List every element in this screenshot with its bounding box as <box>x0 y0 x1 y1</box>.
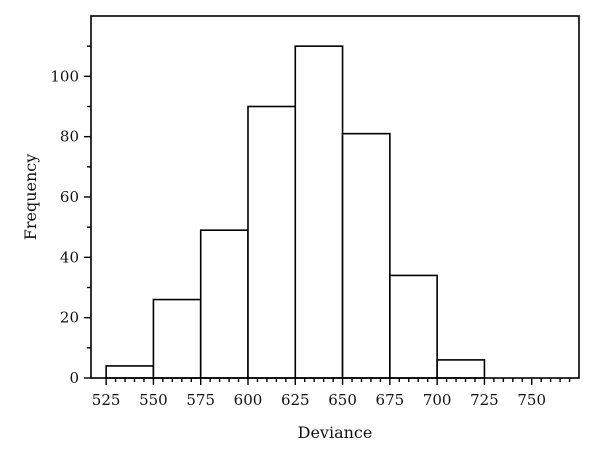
histogram-bar-6 <box>389 274 438 379</box>
histogram-bar-0 <box>105 365 155 379</box>
y-tick-labels: 0 20 40 60 80 100 <box>50 67 79 387</box>
y-axis-title: Frequency <box>21 154 40 241</box>
histogram-bar-4 <box>294 45 344 379</box>
y-tick-label-1: 20 <box>60 309 79 327</box>
histogram-bar-1 <box>152 298 202 379</box>
x-tick-label-5: 650 <box>328 391 357 409</box>
x-tick-label-0: 525 <box>92 391 121 409</box>
y-tick-label-0: 0 <box>69 369 79 387</box>
x-tick-label-4: 625 <box>281 391 310 409</box>
x-tick-label-7: 700 <box>423 391 452 409</box>
axis-ticks <box>84 45 571 385</box>
y-tick-label-2: 40 <box>60 248 79 266</box>
histogram-bar-2 <box>199 229 249 379</box>
x-tick-label-1: 550 <box>139 391 168 409</box>
x-tick-labels: 525 550 575 600 625 650 675 700 725 750 <box>92 391 546 409</box>
x-tick-label-2: 575 <box>186 391 215 409</box>
x-tick-label-8: 725 <box>470 391 499 409</box>
y-tick-label-5: 100 <box>50 67 79 85</box>
y-tick-label-4: 80 <box>60 128 79 146</box>
x-tick-label-6: 675 <box>376 391 405 409</box>
histogram-bar-5 <box>341 132 391 379</box>
x-tick-label-3: 600 <box>234 391 263 409</box>
histogram-bar-7 <box>436 359 486 379</box>
histogram-bars <box>105 45 486 379</box>
x-axis-title: Deviance <box>298 423 373 442</box>
histogram-bar-3 <box>247 105 297 379</box>
x-tick-label-9: 750 <box>517 391 546 409</box>
y-tick-label-3: 60 <box>60 188 79 206</box>
